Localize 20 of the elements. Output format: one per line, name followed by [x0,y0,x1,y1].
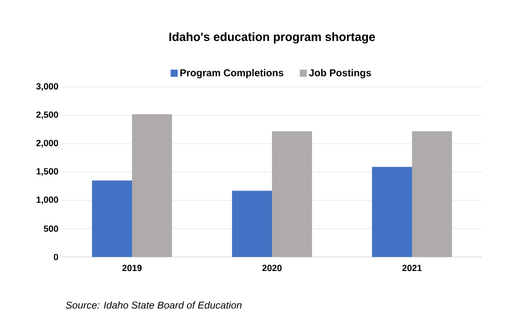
y-tick-label: 1,000 [36,196,58,204]
bar [372,166,412,257]
bar [412,131,452,257]
x-tick-label: 2019 [122,264,142,272]
legend-label: Program Completions [180,69,284,78]
y-tick-label: 2,000 [36,140,58,148]
legend-label: Job Postings [308,69,371,78]
x-tick-label: 2020 [262,264,282,272]
x-tick-label: 2021 [402,264,422,272]
bar [132,114,172,257]
source-note: Source: Idaho State Board of Education [66,301,242,309]
y-tick-label: 3,000 [36,83,58,91]
bar [272,131,312,257]
y-tick-label: 1,500 [36,168,58,176]
y-tick-label: 0 [54,254,58,260]
y-tick-label: 500 [44,225,58,232]
bar [232,190,272,257]
chart-title: Idaho's education program shortage [169,32,375,44]
bar [92,180,132,257]
y-tick-label: 2,500 [36,112,58,120]
